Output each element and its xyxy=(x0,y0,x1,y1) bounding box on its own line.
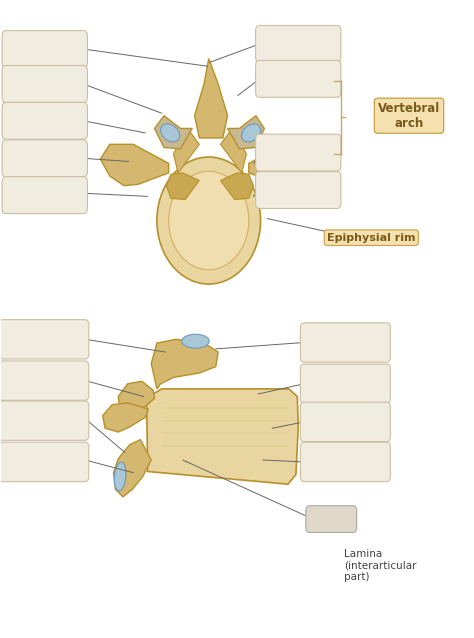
Polygon shape xyxy=(220,128,246,173)
Text: Vertebral
arch: Vertebral arch xyxy=(378,101,440,130)
Polygon shape xyxy=(118,382,155,413)
Ellipse shape xyxy=(161,124,180,142)
FancyBboxPatch shape xyxy=(2,31,87,68)
FancyBboxPatch shape xyxy=(2,102,87,139)
FancyBboxPatch shape xyxy=(0,361,89,400)
Ellipse shape xyxy=(182,334,209,348)
FancyBboxPatch shape xyxy=(0,401,89,440)
Polygon shape xyxy=(228,115,264,149)
FancyBboxPatch shape xyxy=(2,177,87,214)
FancyBboxPatch shape xyxy=(0,320,89,359)
FancyBboxPatch shape xyxy=(2,66,87,102)
Polygon shape xyxy=(173,128,199,173)
Polygon shape xyxy=(100,144,169,186)
Polygon shape xyxy=(146,389,298,484)
FancyBboxPatch shape xyxy=(255,172,341,209)
Polygon shape xyxy=(103,403,148,432)
Polygon shape xyxy=(114,440,151,497)
FancyBboxPatch shape xyxy=(301,323,391,362)
Text: Lamina
(interarticular
part): Lamina (interarticular part) xyxy=(345,549,417,582)
Ellipse shape xyxy=(242,124,261,142)
Ellipse shape xyxy=(169,172,249,270)
Polygon shape xyxy=(195,59,228,138)
Polygon shape xyxy=(249,144,317,186)
FancyBboxPatch shape xyxy=(2,140,87,177)
FancyBboxPatch shape xyxy=(255,26,341,63)
FancyBboxPatch shape xyxy=(301,442,391,482)
FancyBboxPatch shape xyxy=(306,506,357,533)
FancyBboxPatch shape xyxy=(255,134,341,171)
FancyBboxPatch shape xyxy=(255,61,341,98)
FancyBboxPatch shape xyxy=(301,402,391,441)
FancyBboxPatch shape xyxy=(0,442,89,482)
Ellipse shape xyxy=(114,462,126,491)
Polygon shape xyxy=(155,115,192,149)
Polygon shape xyxy=(166,173,199,200)
Ellipse shape xyxy=(157,157,261,284)
Polygon shape xyxy=(151,339,218,389)
Text: Epiphysial rim: Epiphysial rim xyxy=(327,233,416,242)
Polygon shape xyxy=(220,173,254,200)
FancyBboxPatch shape xyxy=(301,364,391,403)
